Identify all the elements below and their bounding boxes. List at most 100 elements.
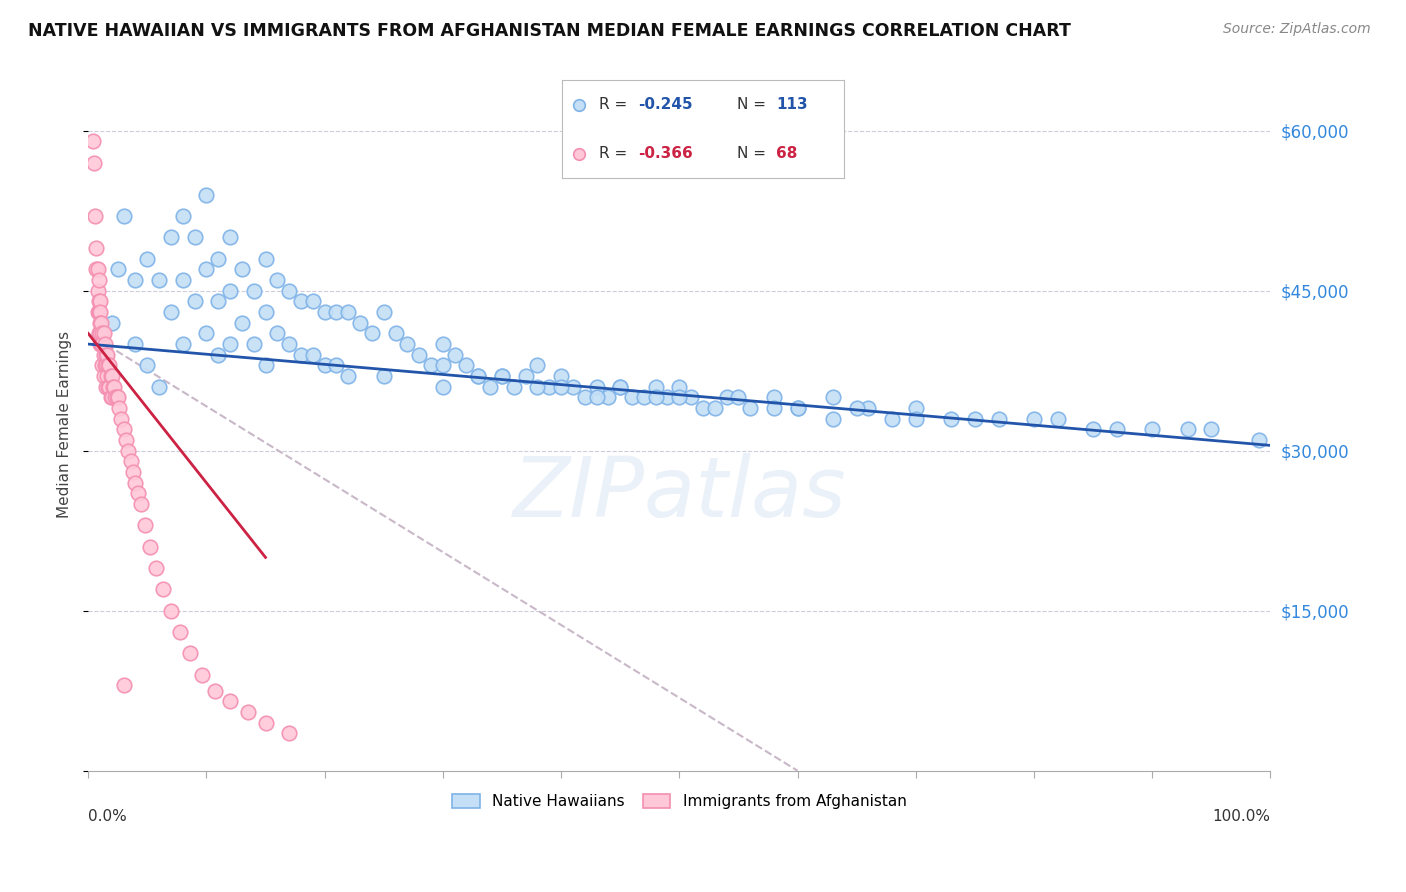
Point — [1046, 411, 1069, 425]
Point — [124, 273, 146, 287]
Point — [786, 401, 808, 415]
Point — [904, 411, 927, 425]
Point — [236, 705, 259, 719]
Point — [1081, 422, 1104, 436]
Point — [325, 359, 347, 373]
Point — [290, 294, 312, 309]
Point — [101, 380, 124, 394]
Point — [598, 391, 620, 405]
Text: -0.366: -0.366 — [638, 146, 693, 161]
Point — [122, 465, 145, 479]
Point — [86, 305, 108, 319]
Point — [254, 359, 277, 373]
Point — [278, 284, 301, 298]
Point — [491, 369, 513, 384]
Point — [152, 582, 174, 597]
Point — [136, 359, 159, 373]
Point — [301, 294, 323, 309]
Point — [1022, 411, 1045, 425]
Point — [131, 497, 153, 511]
Point — [112, 422, 135, 436]
Point — [117, 443, 139, 458]
Point — [538, 380, 561, 394]
Point — [574, 391, 596, 405]
Point — [384, 326, 406, 341]
Point — [290, 348, 312, 362]
Point — [120, 454, 142, 468]
Point — [98, 380, 121, 394]
Point — [467, 369, 489, 384]
Point — [107, 262, 129, 277]
Point — [172, 273, 194, 287]
Point — [105, 391, 128, 405]
Point — [432, 359, 454, 373]
Point — [100, 391, 122, 405]
Point — [89, 305, 111, 319]
Point — [204, 683, 226, 698]
Point — [91, 359, 114, 373]
Point — [107, 391, 129, 405]
Text: 68: 68 — [776, 146, 797, 161]
Point — [1177, 422, 1199, 436]
Point — [86, 262, 108, 277]
Point — [87, 294, 110, 309]
Point — [179, 646, 201, 660]
Point — [254, 252, 277, 266]
Text: -0.245: -0.245 — [638, 97, 693, 112]
Point — [515, 369, 537, 384]
Point — [266, 326, 288, 341]
Point — [219, 230, 242, 244]
Point — [94, 380, 117, 394]
Point — [278, 726, 301, 740]
Point — [83, 155, 105, 169]
Point — [242, 337, 264, 351]
Point — [87, 326, 110, 341]
Point — [254, 305, 277, 319]
Point — [325, 305, 347, 319]
Point — [101, 369, 124, 384]
Point — [621, 391, 644, 405]
Point — [762, 401, 785, 415]
Text: N =: N = — [737, 97, 770, 112]
Point — [786, 401, 808, 415]
Point — [94, 348, 117, 362]
Point — [183, 230, 205, 244]
Point — [396, 337, 419, 351]
Point — [112, 209, 135, 223]
Point — [86, 284, 108, 298]
Point — [858, 401, 880, 415]
Point — [242, 284, 264, 298]
Point — [432, 380, 454, 394]
Point — [550, 380, 572, 394]
Point — [104, 391, 127, 405]
Point — [89, 326, 111, 341]
Point — [138, 540, 160, 554]
Point — [1247, 433, 1270, 447]
Text: 113: 113 — [776, 97, 807, 112]
Point — [467, 369, 489, 384]
Point — [633, 391, 655, 405]
Point — [585, 380, 607, 394]
Point — [172, 209, 194, 223]
Text: R =: R = — [599, 97, 633, 112]
Point — [821, 411, 844, 425]
Point — [207, 294, 229, 309]
Point — [561, 380, 583, 394]
Point — [91, 326, 114, 341]
Point — [420, 359, 443, 373]
Point — [657, 391, 679, 405]
Point — [89, 337, 111, 351]
Point — [110, 411, 132, 425]
Text: R =: R = — [599, 146, 633, 161]
Point — [479, 380, 502, 394]
Point — [373, 305, 395, 319]
Point — [845, 401, 868, 415]
Point — [148, 273, 170, 287]
Text: 0.0%: 0.0% — [89, 809, 127, 824]
Point — [762, 391, 785, 405]
Point — [86, 241, 108, 255]
Point — [408, 348, 430, 362]
Point — [502, 380, 524, 394]
Point — [716, 391, 738, 405]
Text: N =: N = — [737, 146, 770, 161]
